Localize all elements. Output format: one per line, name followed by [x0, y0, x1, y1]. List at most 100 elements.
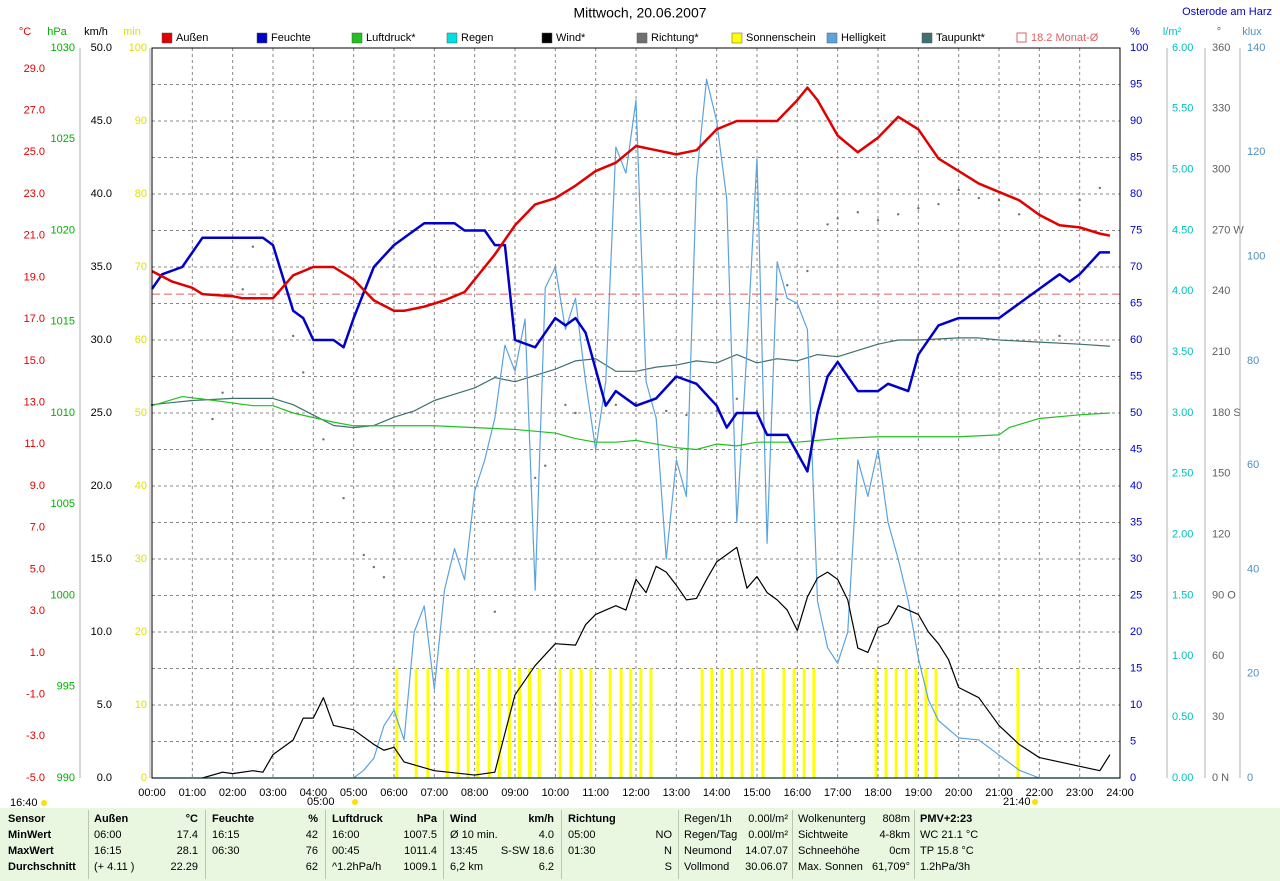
y-tick-label: 0: [141, 772, 147, 784]
y-tick-label: 360: [1212, 42, 1230, 54]
y-tick-label: 20: [1130, 626, 1142, 638]
sunshine-bar: [750, 668, 754, 778]
y-tick-label: 100: [1130, 42, 1148, 54]
direction-dot: [937, 202, 940, 206]
y-tick-label: 29.0: [24, 63, 45, 75]
separator: [443, 810, 444, 879]
y-tick-label: 80: [1247, 355, 1259, 367]
direction-dot: [735, 397, 739, 401]
table-cell: 62: [305, 861, 318, 873]
legend-swatch: [921, 32, 933, 44]
table-cell: MaxWert: [8, 845, 54, 857]
table-cell: 1.2hPa/3h: [920, 861, 971, 873]
sunshine-bar: [528, 668, 532, 778]
x-tick-label: 22:00: [1026, 787, 1054, 799]
y-tick-label: 25.0: [91, 407, 112, 419]
table-cell: 22.29: [170, 861, 198, 873]
sunshine-bar: [517, 668, 521, 778]
sunshine-bar: [589, 668, 593, 778]
legend-label: Richtung*: [651, 32, 699, 44]
direction-dot: [221, 391, 224, 394]
y-tick-label: 9.0: [30, 480, 45, 492]
table-cell: 4.0: [538, 829, 554, 841]
table-cell: Außen: [94, 813, 129, 825]
table-cell: 01:30: [568, 845, 596, 857]
direction-dot: [251, 245, 255, 248]
direction-dot: [574, 411, 577, 415]
table-cell: 1007.5: [403, 829, 437, 841]
sunshine-bar: [619, 668, 623, 778]
direction-dot: [826, 223, 829, 226]
y-tick-label: 2.50: [1172, 468, 1193, 480]
table-cell: 00:45: [332, 845, 360, 857]
x-tick-label: 01:00: [179, 787, 207, 799]
location: Osterode am Harz: [1182, 6, 1272, 18]
x-tick-label: 08:00: [461, 787, 489, 799]
y-tick-label: 40.0: [91, 188, 112, 200]
direction-dot: [322, 438, 325, 441]
direction-dot: [1017, 213, 1021, 216]
direction-dot: [806, 269, 809, 273]
direction-dot: [564, 403, 567, 407]
sunshine-bar: [579, 668, 583, 778]
y-tick-label: 15.0: [91, 553, 112, 565]
table-cell: Schneehöhe: [798, 845, 860, 857]
table-cell: Luftdruck: [332, 813, 383, 825]
direction-dot: [896, 213, 900, 216]
table-cell: Ø 10 min.: [450, 829, 498, 841]
y-tick-label: 1.00: [1172, 650, 1193, 662]
y-tick-label: 0.0: [97, 772, 112, 784]
y-tick-label: 330: [1212, 103, 1230, 115]
direction-dot: [957, 188, 960, 192]
direction-dot: [493, 610, 497, 613]
y-tick-label: 21.0: [24, 230, 45, 242]
y-tick-label: 40: [1130, 480, 1142, 492]
table-cell: 05:00: [568, 829, 596, 841]
direction-dot: [342, 496, 345, 500]
table-cell: 1009.1: [403, 861, 437, 873]
y-tick-label: 150: [1212, 468, 1230, 480]
legend-label: 18.2 Monat-Ø: [1031, 32, 1099, 44]
legend-label: Außen: [176, 32, 208, 44]
marker-dot: [41, 800, 47, 806]
sunshine-bar: [466, 668, 470, 778]
sunshine-bar: [934, 668, 938, 778]
sunshine-bar: [874, 668, 878, 778]
sunshine-bar: [782, 668, 786, 778]
direction-dot: [977, 196, 981, 200]
y-tick-label: 55: [1130, 370, 1142, 382]
sunshine-bar: [395, 668, 399, 778]
y-tick-label: 270 W: [1212, 224, 1244, 236]
table-cell: 76: [305, 845, 318, 857]
sunshine-bar: [904, 668, 908, 778]
x-tick-label: 06:00: [380, 787, 408, 799]
y-tick-label: 45.0: [91, 115, 112, 127]
sunshine-bar: [507, 668, 511, 778]
y-tick-label: 25.0: [24, 146, 45, 158]
y-tick-label: -1.0: [26, 688, 45, 700]
y-tick-label: 40: [135, 480, 147, 492]
direction-dot: [685, 413, 688, 417]
axis-unit: °: [1217, 26, 1221, 38]
direction-dot: [876, 219, 880, 222]
x-tick-label: 00:00: [138, 787, 166, 799]
direction-dot: [362, 553, 365, 557]
separator: [914, 810, 915, 879]
table-cell: Durchschnitt: [8, 861, 76, 873]
direction-dot: [997, 198, 1001, 202]
y-tick-label: 80: [135, 188, 147, 200]
y-tick-label: 65: [1130, 297, 1142, 309]
y-tick-label: 5.0: [30, 563, 45, 575]
y-tick-label: 20.0: [91, 480, 112, 492]
direction-dot: [856, 211, 860, 214]
sunshine-bar: [720, 668, 724, 778]
x-tick-label: 07:00: [421, 787, 449, 799]
y-tick-label: 1.50: [1172, 589, 1193, 601]
sunshine-bar: [608, 668, 612, 778]
table-cell: 16:00: [332, 829, 360, 841]
statistics-table: Sensor MinWert MaxWert Durchschnitt Außen °C 0…: [0, 808, 1280, 881]
y-tick-label: 100: [129, 42, 147, 54]
direction-dot: [291, 334, 295, 338]
y-tick-label: 2.00: [1172, 529, 1193, 541]
direction-dot: [1058, 334, 1061, 338]
